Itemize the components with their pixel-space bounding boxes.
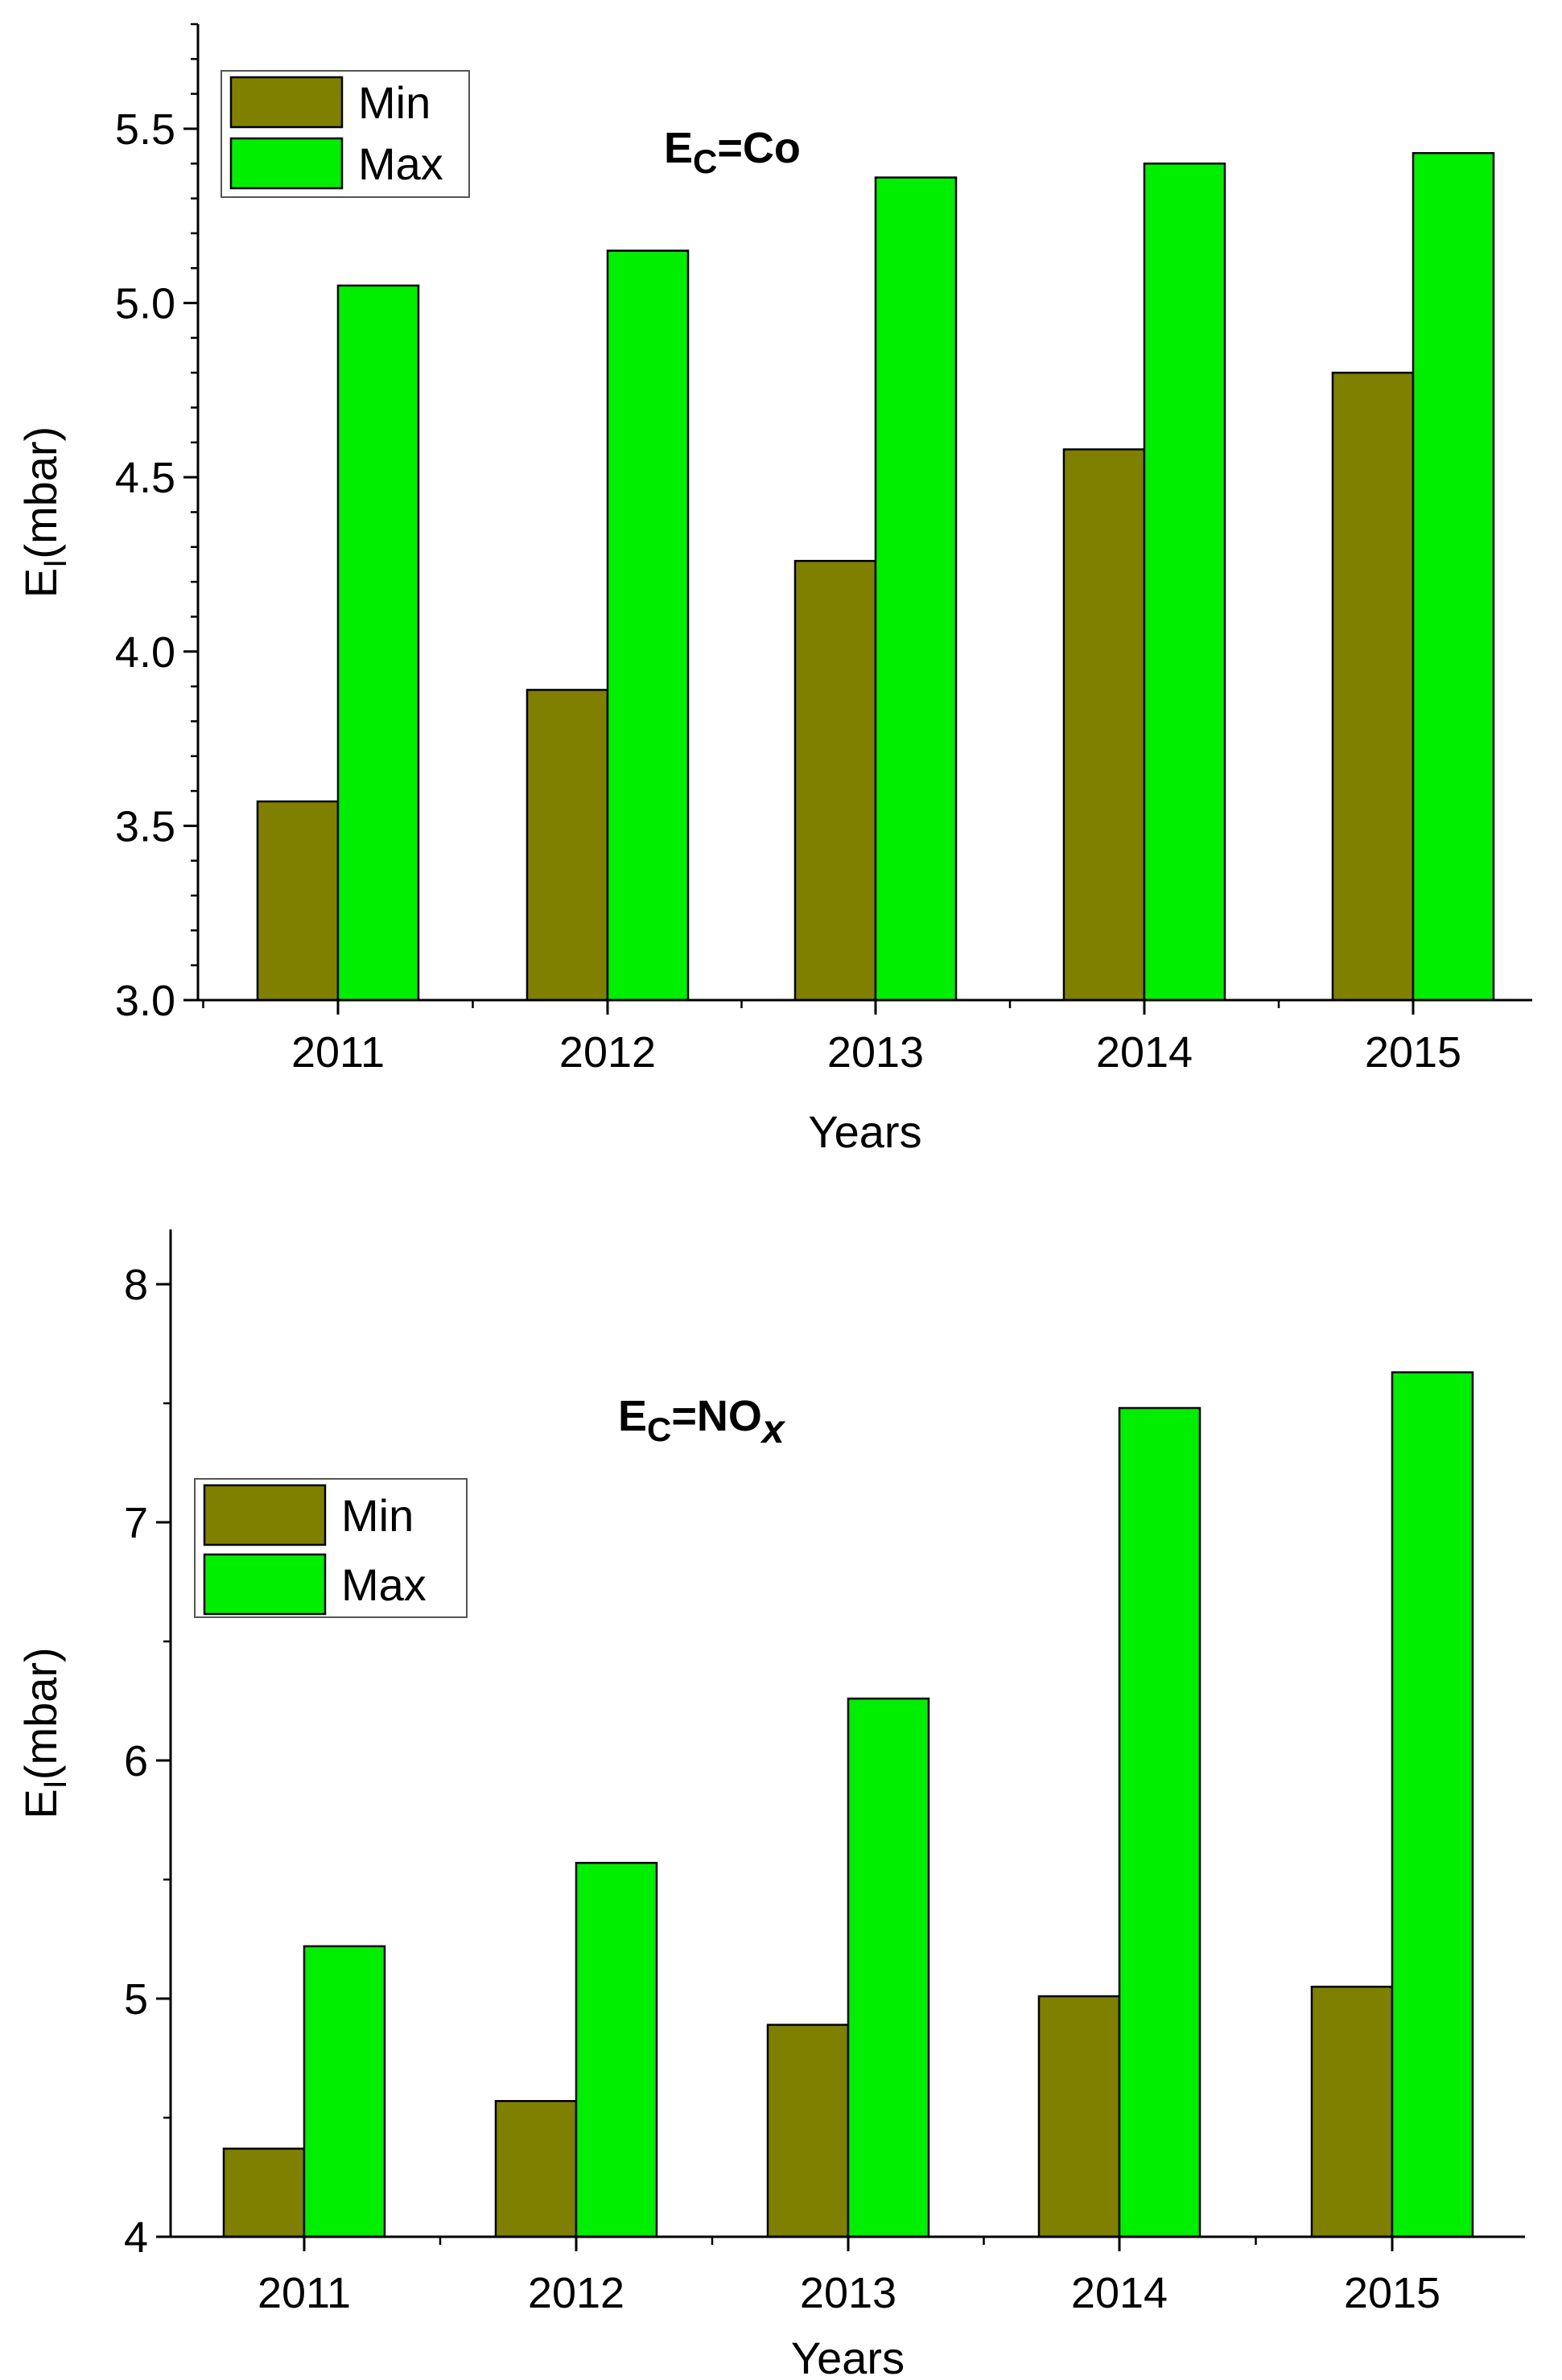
x-tick-label: 2012 [559, 1028, 656, 1077]
legend: Min Max [194, 1478, 468, 1618]
bar-max-2014 [1118, 1406, 1201, 2238]
annotation-main: E [664, 124, 693, 172]
annotation-rest: =NO [671, 1392, 762, 1440]
legend-label-min: Min [341, 1490, 414, 1541]
bar-min-2011 [222, 2147, 306, 2238]
y-tick-label: 6 [124, 1737, 148, 1785]
bar-min-2012 [494, 2100, 578, 2238]
x-axis-title: Years [808, 1106, 921, 1157]
bar-min-2012 [525, 689, 609, 1002]
annotation-main: E [618, 1392, 647, 1440]
y-tick-label: 3.0 [115, 977, 175, 1025]
legend-swatch-max [229, 137, 344, 190]
bar-min-2015 [1331, 371, 1415, 1002]
y-axis-title-main: E [15, 1789, 66, 1818]
y-axis-title: EI(mbar) [15, 1647, 73, 1818]
bar-max-2012 [606, 249, 690, 1002]
chart-annotation: EC=NOx [618, 1392, 786, 1451]
legend-swatch-min [229, 76, 344, 129]
x-tick-label: 2013 [827, 1028, 924, 1077]
y-tick-label: 5.5 [115, 105, 175, 154]
bar-max-2013 [874, 176, 958, 1002]
legend-label-max: Max [341, 1559, 427, 1610]
bar-max-2011 [303, 1945, 386, 2238]
bar-min-2013 [766, 2024, 850, 2238]
x-tick-label: 2011 [258, 2269, 351, 2317]
bar-max-2013 [847, 1697, 930, 2238]
x-tick-label: 2013 [800, 2269, 896, 2317]
annotation-subscript: C [647, 1410, 671, 1448]
bar-min-2015 [1310, 1985, 1394, 2238]
bar-min-2014 [1037, 1995, 1121, 2238]
bar-max-2015 [1391, 1371, 1474, 2238]
legend-label-min: Min [358, 77, 431, 128]
y-tick-label: 8 [124, 1261, 148, 1309]
y-axis-title-subscript: I [38, 559, 73, 568]
x-tick-label: 2011 [291, 1028, 385, 1077]
annotation-rest-subscript: x [760, 1406, 786, 1451]
bar-max-2015 [1412, 152, 1495, 1002]
chart-annotation: EC=Co [664, 124, 801, 180]
y-tick-label: 5 [124, 1975, 148, 2024]
annotation-subscript: C [693, 142, 717, 180]
y-tick-label: 4.0 [115, 628, 175, 677]
legend-swatch-min [203, 1484, 327, 1546]
y-tick-label: 7 [124, 1499, 148, 1547]
bar-max-2014 [1143, 163, 1226, 1002]
y-axis-title: EI(mbar) [15, 426, 73, 598]
y-axis-title-subscript: I [38, 1780, 73, 1789]
bar-max-2011 [336, 284, 420, 1002]
y-tick-label: 4.5 [115, 454, 175, 502]
x-axis-title: Years [791, 2333, 905, 2380]
y-tick-label: 3.5 [115, 802, 175, 850]
chart-1: 3.0 3.5 4.0 4.5 5.0 5.5 2011 2012 2013 2014 2015 Ye… [15, 23, 1532, 1157]
bar-min-2013 [793, 559, 877, 1002]
annotation-rest: =Co [717, 124, 801, 172]
y-tick-label: 4 [124, 2213, 148, 2262]
bar-min-2014 [1062, 448, 1146, 1002]
legend-swatch-max [203, 1553, 327, 1616]
x-tick-label: 2015 [1344, 2269, 1440, 2317]
x-tick-label: 2014 [1096, 1028, 1193, 1077]
y-axis-title-unit: (mbar) [15, 426, 66, 559]
x-tick-label: 2012 [528, 2269, 624, 2317]
y-axis-title-unit: (mbar) [15, 1647, 66, 1780]
x-tick-label: 2015 [1365, 1028, 1461, 1077]
bar-max-2012 [575, 1862, 658, 2238]
legend: Min Max [220, 70, 470, 198]
x-tick-label: 2014 [1071, 2269, 1168, 2317]
bar-min-2011 [256, 800, 340, 1002]
legend-label-max: Max [358, 138, 443, 189]
y-tick-label: 5.0 [115, 280, 175, 328]
y-axis-title-main: E [15, 568, 66, 598]
